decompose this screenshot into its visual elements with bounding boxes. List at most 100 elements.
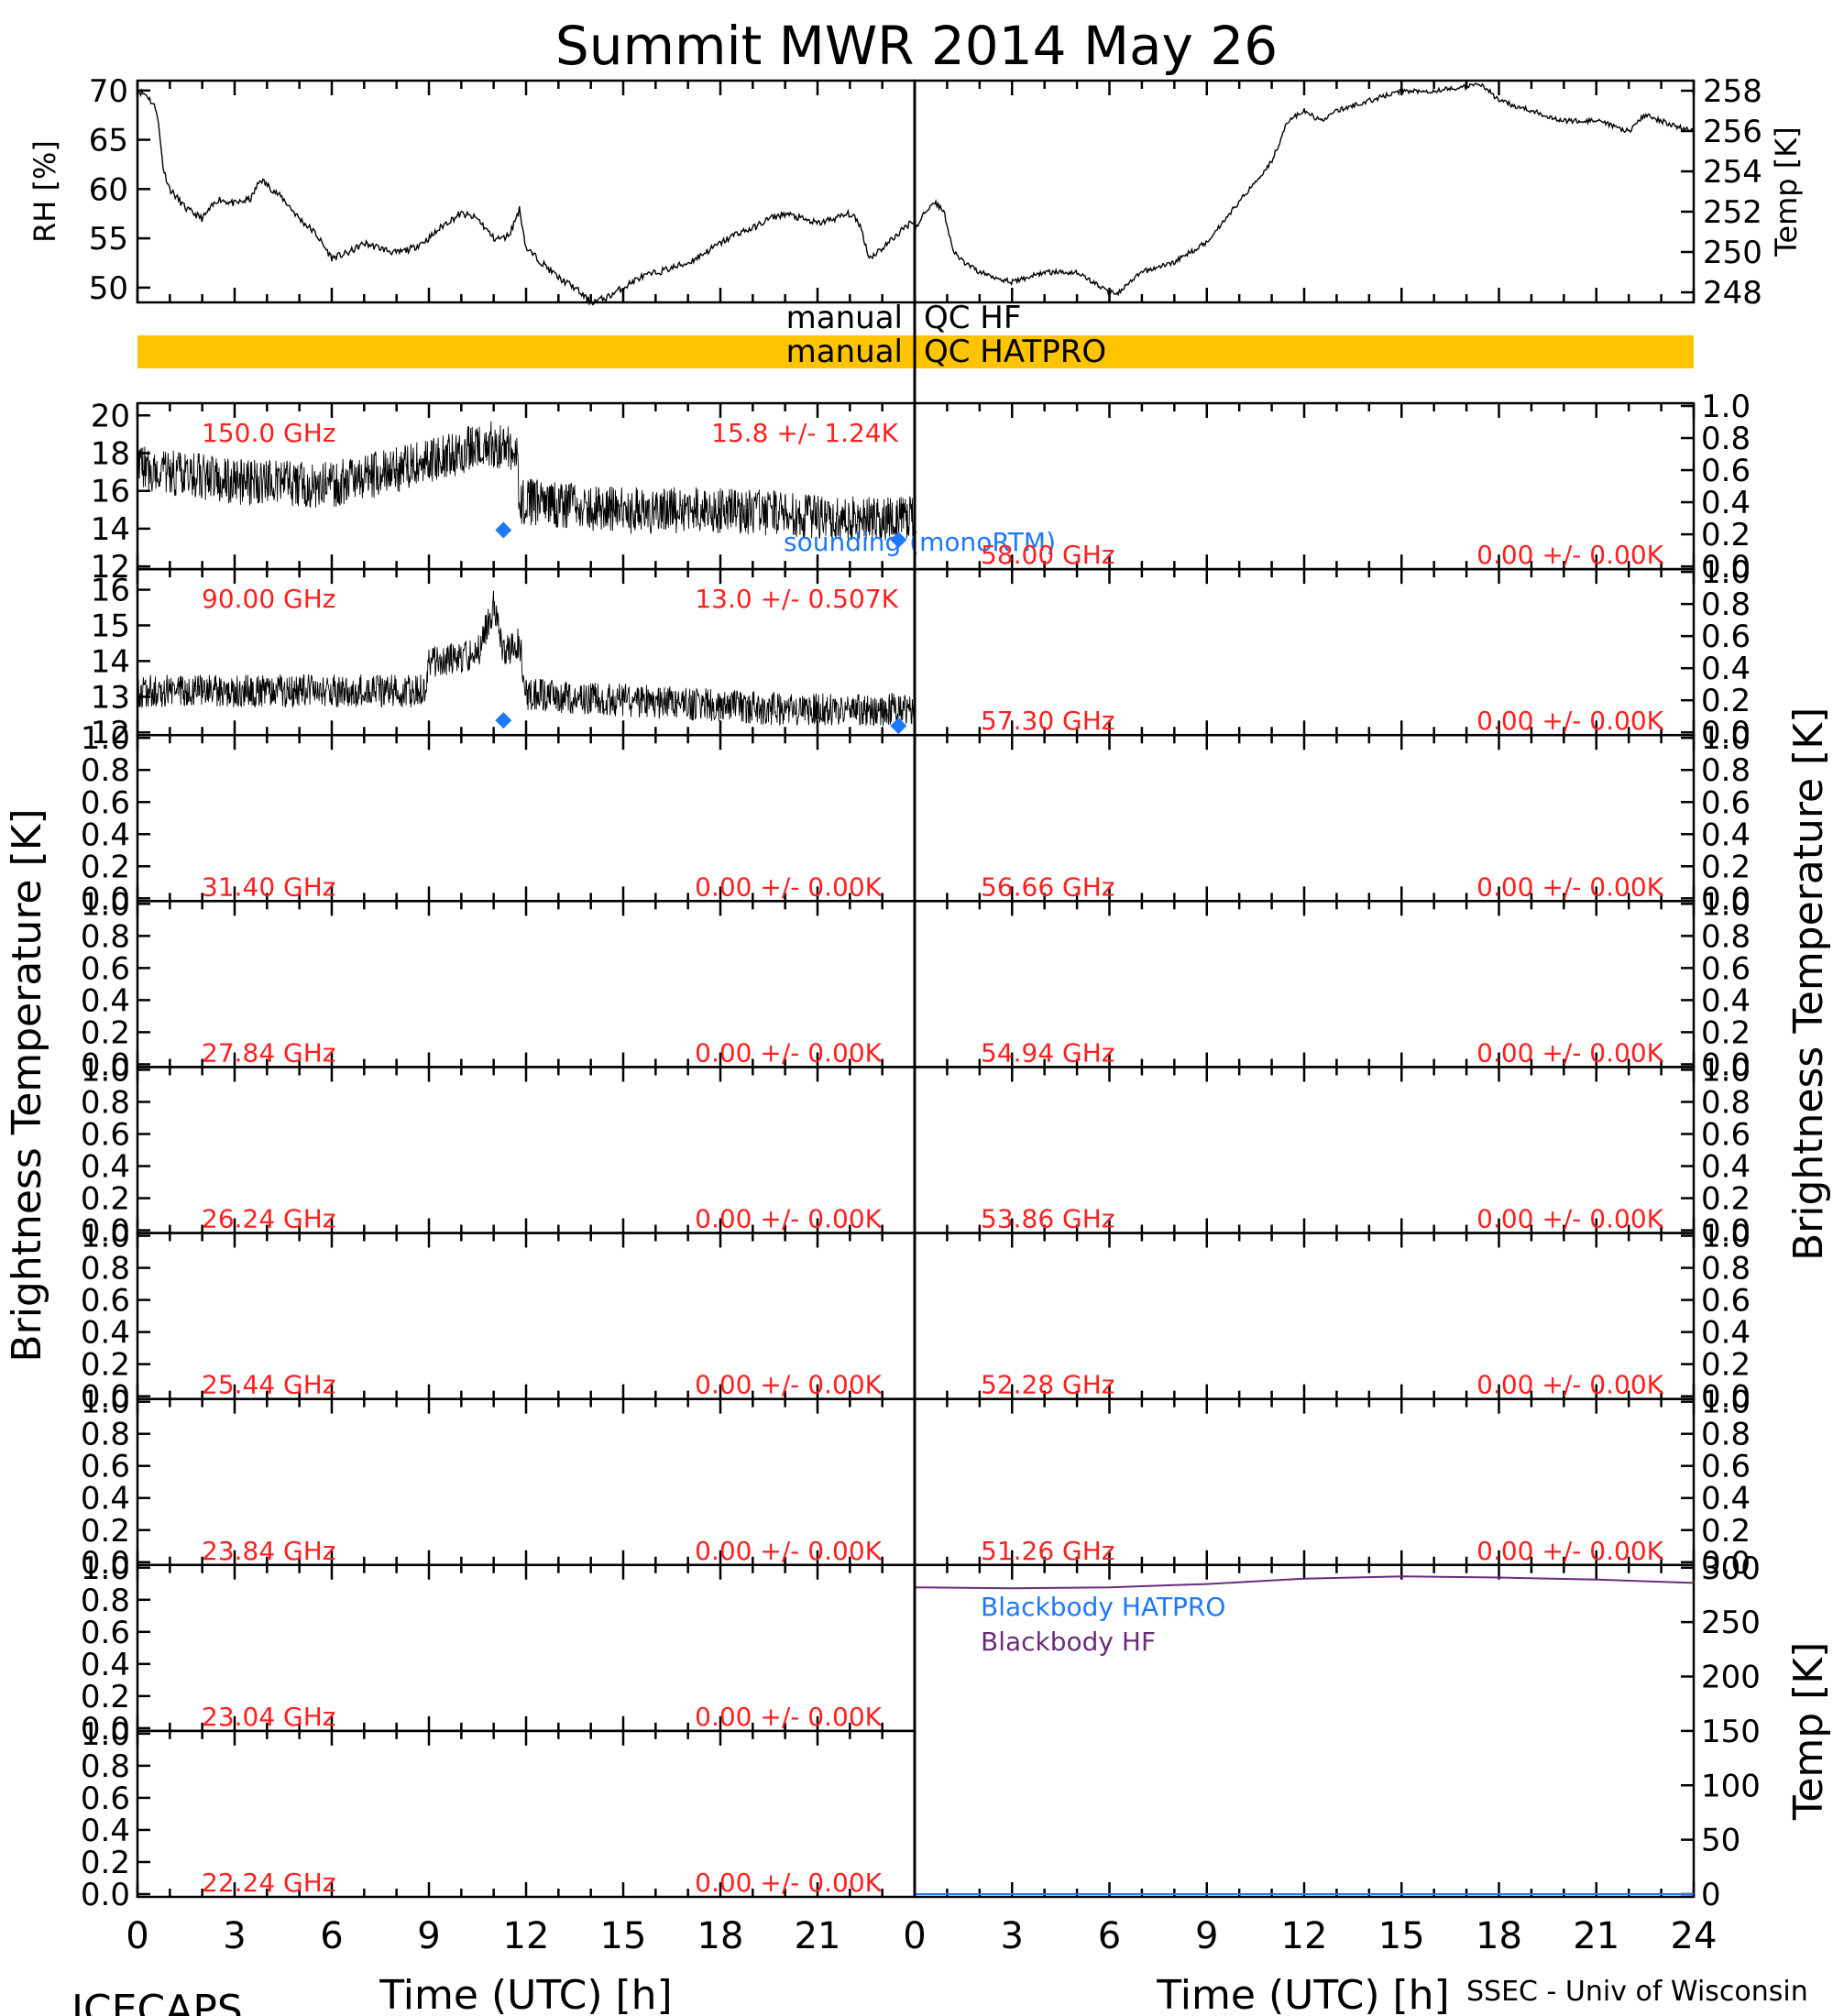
stat-label: 0.00 +/- 0.00K — [1476, 706, 1663, 736]
x-tick-label-right: 24 — [1671, 1915, 1718, 1957]
x-tick-label-left: 6 — [320, 1915, 343, 1957]
temp-y-tick-label: 248 — [1703, 275, 1762, 312]
left-panel-x-ticks — [136, 735, 916, 902]
stat-label: 15.8 +/- 1.24K — [711, 418, 898, 448]
stat-label: 0.00 +/- 0.00K — [695, 1037, 882, 1068]
left-panel-y-tick-label: 14 — [91, 643, 130, 680]
right-panel-y-tick-label: 0.0 — [1701, 1379, 1751, 1416]
right-panel-y-tick-label: 1.0 — [1701, 389, 1751, 425]
freq-label: 56.66 GHz — [981, 871, 1115, 902]
rh-y-tick-label: 60 — [89, 171, 128, 208]
blackbody-hatpro-legend: Blackbody HATPRO — [981, 1592, 1225, 1622]
x-tick-label-right: 18 — [1476, 1915, 1522, 1957]
stat-label: 13.0 +/- 0.507K — [695, 584, 898, 614]
left-panel-y-tick-label: 0.6 — [81, 1780, 130, 1817]
left-panel-x-ticks — [136, 403, 916, 570]
temp-panel-frame — [913, 79, 1696, 304]
blackbody-axis-label: Temp [K] — [1785, 1642, 1832, 1821]
right-panel-y-tick-label: 0.2 — [1701, 1347, 1751, 1384]
x-axis-label-left: Time (UTC) [h] — [379, 1972, 672, 2016]
right-panel-y-tick-label: 1.0 — [1701, 720, 1751, 757]
left-panel-y-tick-label: 1.0 — [81, 720, 130, 757]
x-tick-label-right: 9 — [1195, 1915, 1218, 1957]
stat-label: 0.00 +/- 0.00K — [695, 1370, 882, 1400]
left-panel-x-ticks — [136, 1233, 916, 1399]
left-panel-x-ticks — [136, 1730, 916, 1897]
left-panel-y-tick-label: 0.0 — [81, 1046, 130, 1083]
x-axis-label-right: Time (UTC) [h] — [1156, 1972, 1449, 2016]
stat-label: 0.00 +/- 0.00K — [695, 1536, 882, 1566]
right-panel-y-tick-label: 0.2 — [1701, 849, 1751, 885]
temp-series-line — [914, 82, 1695, 297]
temp-y-tick-label: 256 — [1703, 114, 1762, 150]
stat-label: 0.00 +/- 0.00K — [1476, 1536, 1663, 1566]
temp-x-ticks — [913, 81, 1696, 302]
right-panel-y-tick-label: 0.6 — [1701, 784, 1751, 821]
chart-title: Summit MWR 2014 May 26 — [555, 15, 1278, 77]
left-panel-y-tick-label: 0.2 — [81, 1181, 130, 1218]
x-tick-label-right: 3 — [1001, 1915, 1024, 1957]
blackbody-hf-legend: Blackbody HF — [981, 1627, 1156, 1657]
stat-label: 0.00 +/- 0.00K — [695, 1702, 882, 1732]
freq-label: 31.40 GHz — [202, 871, 336, 902]
left-panel-y-tick-label: 0.6 — [81, 1449, 130, 1485]
left-panel-y-tick-label: 15 — [91, 608, 130, 644]
left-panel-y-tick-label: 0.0 — [81, 1213, 130, 1250]
left-panel-y-tick-label: 0.4 — [81, 816, 130, 853]
right-panel-y-tick-label: 0.2 — [1701, 1513, 1751, 1550]
blackbody-y-tick-label: 200 — [1701, 1660, 1761, 1696]
qc-hf-left-label: manual — [786, 300, 903, 336]
left-panel-y-tick-label: 0.4 — [81, 1647, 130, 1683]
left-panel-x-ticks — [136, 901, 916, 1068]
left-panel-y-tick-label: 0.2 — [81, 1845, 130, 1881]
x-tick-label-left: 18 — [697, 1915, 744, 1957]
freq-label: 58.00 GHz — [981, 540, 1115, 570]
blackbody-y-tick-label: 0 — [1701, 1877, 1721, 1913]
left-panel-y-tick-label: 18 — [91, 436, 130, 473]
left-panel-y-tick-label: 13 — [91, 679, 130, 716]
rh-y-tick-label: 70 — [89, 73, 128, 110]
left-panel-x-ticks — [136, 1067, 916, 1233]
sounding-point — [890, 531, 907, 549]
stat-label: 0.00 +/- 0.00K — [1476, 1370, 1663, 1400]
rh-y-tick-label: 50 — [89, 270, 128, 307]
right-panel-y-tick-label: 0.0 — [1701, 1213, 1751, 1250]
temp-y-tick-label: 252 — [1703, 194, 1762, 231]
qc-hatpro-right-label: QC HATPRO — [924, 334, 1106, 370]
sounding-label: sounding (monoRTM) — [784, 527, 1056, 557]
right-panel-y-tick-label: 1.0 — [1701, 1219, 1751, 1255]
left-panel-y-tick-label: 14 — [91, 511, 130, 548]
left-panel-y-tick-label: 20 — [91, 398, 130, 434]
left-panel-y-tick-label: 0.8 — [81, 752, 130, 789]
stat-label: 0.00 +/- 0.00K — [695, 1204, 882, 1234]
right-panel-y-tick-label: 0.4 — [1701, 1149, 1751, 1186]
rh-y-tick-label: 55 — [89, 221, 128, 257]
right-panel-y-tick-label: 0.4 — [1701, 1315, 1751, 1352]
left-panel-y-tick-label: 0.8 — [81, 1251, 130, 1287]
right-panel-y-tick-label: 0.8 — [1701, 752, 1751, 789]
freq-label: 150.0 GHz — [202, 418, 336, 448]
left-panel-y-tick-label: 0.4 — [81, 1481, 130, 1517]
left-panel-y-tick-label: 1.0 — [81, 1716, 130, 1753]
freq-label: 23.84 GHz — [202, 1536, 336, 1566]
blackbody-y-tick-label: 300 — [1701, 1550, 1761, 1587]
temp-axis-label: Temp [K] — [1769, 126, 1804, 257]
left-panel-y-tick-label: 0.4 — [81, 1149, 130, 1186]
left-panel-y-tick-label: 1.0 — [81, 1052, 130, 1089]
left-panel-y-tick-label: 0.6 — [81, 1283, 130, 1320]
rh-series-line — [137, 87, 916, 306]
left-panel-x-ticks — [136, 1398, 916, 1565]
right-panel-y-tick-label: 0.8 — [1701, 421, 1751, 457]
right-panel-y-tick-label: 0.4 — [1701, 1481, 1751, 1517]
x-tick-label-right: 12 — [1281, 1915, 1328, 1957]
blackbody-y-tick-label: 150 — [1701, 1714, 1761, 1750]
right-panel-y-tick-label: 0.6 — [1701, 1283, 1751, 1320]
right-panel-y-tick-label: 0.6 — [1701, 619, 1751, 655]
x-tick-label-right: 21 — [1573, 1915, 1619, 1957]
right-panel-y-tick-label: 1.0 — [1701, 886, 1751, 923]
x-tick-label-left: 15 — [600, 1915, 647, 1957]
freq-label: 51.26 GHz — [981, 1536, 1115, 1566]
rh-y-tick-label: 65 — [89, 123, 128, 159]
left-panel-y-tick-label: 1.0 — [81, 1550, 130, 1587]
